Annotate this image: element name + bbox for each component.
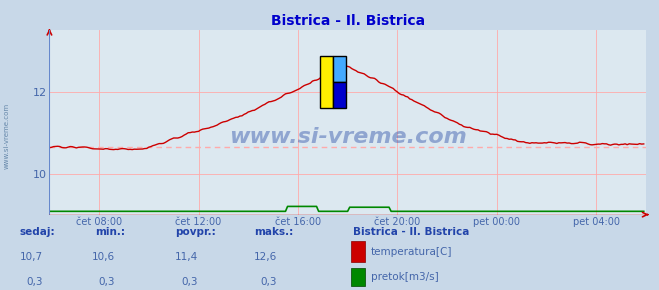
Text: 0,3: 0,3 xyxy=(260,277,277,287)
Text: temperatura[C]: temperatura[C] xyxy=(371,246,453,257)
FancyBboxPatch shape xyxy=(333,56,346,82)
FancyBboxPatch shape xyxy=(333,82,346,108)
FancyBboxPatch shape xyxy=(351,268,365,286)
Text: min.:: min.: xyxy=(96,227,126,237)
Text: www.si-vreme.com: www.si-vreme.com xyxy=(3,103,10,169)
Text: pretok[m3/s]: pretok[m3/s] xyxy=(371,272,439,282)
Text: 0,3: 0,3 xyxy=(26,277,43,287)
Text: 10,7: 10,7 xyxy=(20,251,43,262)
Text: www.si-vreme.com: www.si-vreme.com xyxy=(229,127,467,147)
Text: 11,4: 11,4 xyxy=(175,251,198,262)
Text: 0,3: 0,3 xyxy=(181,277,198,287)
Text: sedaj:: sedaj: xyxy=(20,227,55,237)
Title: Bistrica - Il. Bistrica: Bistrica - Il. Bistrica xyxy=(271,14,424,28)
Text: povpr.:: povpr.: xyxy=(175,227,215,237)
Text: maks.:: maks.: xyxy=(254,227,293,237)
FancyBboxPatch shape xyxy=(351,241,365,262)
FancyBboxPatch shape xyxy=(320,56,333,108)
Text: 10,6: 10,6 xyxy=(92,251,115,262)
Text: 0,3: 0,3 xyxy=(99,277,115,287)
Text: Bistrica - Il. Bistrica: Bistrica - Il. Bistrica xyxy=(353,227,469,237)
Text: 12,6: 12,6 xyxy=(254,251,277,262)
